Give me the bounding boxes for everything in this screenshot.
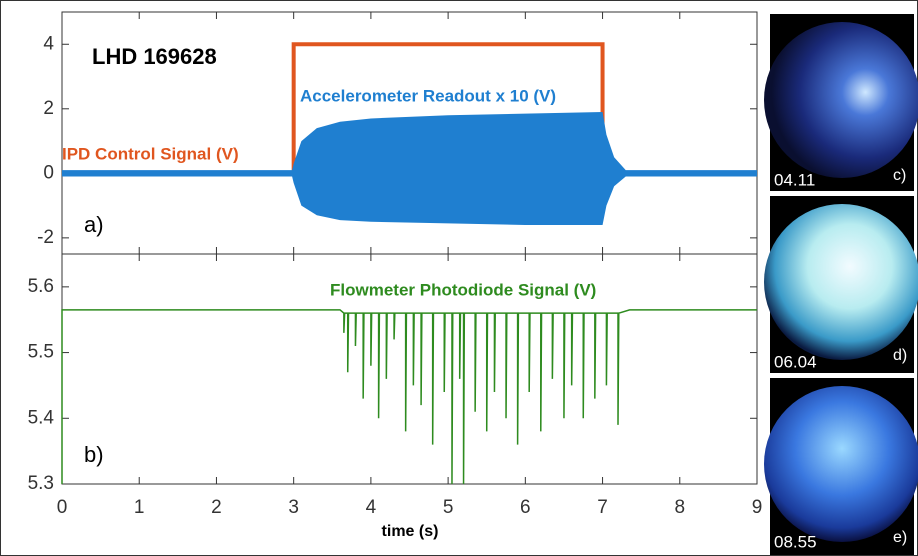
x-tick-label: 4 bbox=[366, 497, 377, 518]
photo-view bbox=[764, 386, 918, 542]
photo-label: d) bbox=[893, 347, 907, 364]
y-tick-label: 5.6 bbox=[28, 276, 54, 297]
photo-timestamp: 08.55 bbox=[774, 532, 817, 551]
y-tick-label: 0 bbox=[43, 162, 54, 183]
photo-view bbox=[764, 22, 918, 178]
photo-timestamp: 04.11 bbox=[774, 170, 815, 189]
y-tick-label: 2 bbox=[43, 98, 54, 119]
x-tick-label: 7 bbox=[597, 497, 608, 518]
photo-label: c) bbox=[893, 167, 906, 184]
photo-strip: 04.11 c) 06.04 d) 08.55 e) bbox=[764, 14, 918, 555]
y-tick-label: 4 bbox=[43, 33, 54, 54]
panel-label: b) bbox=[84, 442, 104, 467]
x-tick-label: 9 bbox=[752, 497, 763, 518]
series-label: Flowmeter Photodiode Signal (V) bbox=[330, 280, 596, 299]
panel-label: a) bbox=[84, 212, 104, 237]
photo-timestamp: 06.04 bbox=[774, 352, 817, 371]
x-tick-label: 5 bbox=[443, 497, 454, 518]
y-tick-label: -2 bbox=[37, 227, 54, 248]
signal-band bbox=[62, 112, 757, 225]
x-tick-label: 3 bbox=[288, 497, 299, 518]
x-tick-label: 1 bbox=[134, 497, 145, 518]
series-label: Accelerometer Readout x 10 (V) bbox=[300, 86, 556, 105]
x-tick-label: 8 bbox=[674, 497, 685, 518]
y-tick-label: 5.3 bbox=[28, 473, 54, 494]
x-tick-label: 0 bbox=[57, 497, 68, 518]
plot-area bbox=[61, 253, 758, 485]
series-label: IPD Control Signal (V) bbox=[62, 144, 239, 163]
photo-view bbox=[764, 204, 918, 360]
chart-title: LHD 169628 bbox=[92, 44, 217, 69]
y-tick-label: 5.4 bbox=[28, 407, 55, 428]
photo-label: e) bbox=[893, 529, 907, 546]
x-axis-label: time (s) bbox=[382, 523, 439, 540]
y-tick-label: 5.5 bbox=[28, 342, 54, 363]
x-tick-label: 2 bbox=[211, 497, 222, 518]
signal-line bbox=[61, 309, 757, 485]
x-tick-label: 6 bbox=[520, 497, 531, 518]
